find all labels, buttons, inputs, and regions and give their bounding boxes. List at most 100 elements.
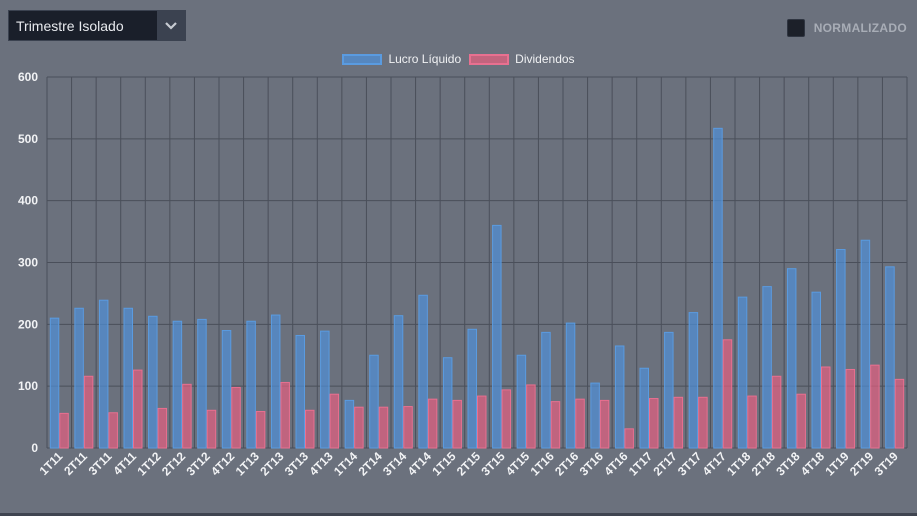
x-tick-label: 1T17: [626, 449, 655, 478]
bar-dividendos: [698, 396, 708, 449]
chevron-down-icon[interactable]: [157, 11, 185, 40]
bar-dividendos: [575, 398, 585, 449]
bar-lucro-liquido: [393, 315, 404, 449]
bar-dividendos: [182, 383, 192, 449]
y-tick-label: 600: [18, 70, 38, 84]
legend-swatch-dividendos: [469, 53, 510, 65]
bar-lucro-liquido: [762, 286, 772, 449]
y-tick-label: 200: [18, 317, 38, 331]
bar-dividendos: [206, 409, 217, 449]
x-tick-label: 3T11: [86, 449, 115, 478]
x-tick-label: 2T16: [552, 449, 581, 478]
bar-dividendos: [231, 386, 241, 449]
x-tick-label: 3T17: [675, 449, 704, 478]
normalize-label: NORMALIZADO: [813, 21, 907, 35]
bar-dividendos: [477, 395, 487, 449]
x-tick-label: 2T12: [159, 449, 188, 478]
bar-lucro-liquido: [713, 127, 723, 449]
x-tick-label: 4T13: [306, 449, 335, 478]
normalize-toggle[interactable]: NORMALIZADO: [786, 19, 907, 37]
x-tick-label: 2T19: [847, 449, 876, 478]
x-tick-label: 1T13: [233, 449, 262, 478]
bar-lucro-liquido: [786, 268, 797, 449]
bar-lucro-liquido: [418, 294, 428, 449]
bar-lucro-liquido: [565, 322, 576, 449]
bar-dividendos: [255, 411, 266, 449]
bar-dividendos: [673, 396, 684, 449]
bar-lucro-liquido: [148, 315, 158, 449]
bar-lucro-liquido: [688, 312, 699, 449]
x-tick-label: 3T15: [478, 449, 507, 478]
bar-dividendos: [501, 389, 512, 449]
x-tick-label: 3T16: [577, 449, 606, 478]
x-tick-label: 2T11: [61, 449, 90, 478]
x-tick-label: 4T15: [503, 449, 532, 478]
bar-lucro-liquido: [123, 307, 133, 449]
x-tick-label: 2T18: [749, 449, 778, 478]
bar-dividendos: [280, 381, 290, 449]
bar-dividendos: [452, 399, 462, 449]
bar-lucro-liquido: [737, 296, 748, 449]
bar-dividendos: [747, 395, 757, 449]
bar-lucro-liquido: [836, 249, 846, 449]
bar-lucro-liquido: [270, 314, 281, 449]
bar-lucro-liquido: [369, 354, 379, 449]
bar-dividendos: [624, 428, 634, 449]
bar-dividendos: [796, 393, 806, 449]
x-tick-label: 1T18: [724, 449, 753, 478]
bar-lucro-liquido: [885, 266, 895, 449]
y-tick-label: 0: [31, 441, 38, 455]
bar-dividendos: [108, 412, 118, 449]
bar-lucro-liquido: [467, 328, 477, 449]
bar-lucro-liquido: [344, 399, 355, 449]
x-tick-label: 4T18: [798, 449, 827, 478]
x-tick-label: 3T18: [773, 449, 802, 478]
x-tick-label: 1T12: [134, 449, 163, 478]
bar-dividendos: [354, 406, 364, 449]
checkbox-icon[interactable]: [786, 19, 805, 37]
legend-swatch-lucro: [342, 53, 383, 65]
x-tick-label: 3T19: [872, 449, 901, 478]
bar-lucro-liquido: [172, 320, 183, 449]
bar-dividendos: [403, 406, 413, 449]
bar-dividendos: [550, 401, 561, 449]
x-tick-label: 4T14: [405, 449, 434, 478]
x-tick-label: 4T12: [208, 449, 237, 478]
bar-dividendos: [378, 406, 389, 449]
bar-lucro-liquido: [49, 317, 60, 449]
bar-lucro-liquido: [590, 382, 600, 449]
bar-dividendos: [83, 375, 94, 449]
bar-dividendos: [771, 375, 782, 449]
y-tick-label: 500: [18, 132, 38, 146]
bar-dividendos: [845, 368, 856, 449]
legend-item-dividendos[interactable]: Dividendos: [469, 52, 575, 66]
bar-lucro-liquido: [639, 367, 649, 449]
bar-lucro-liquido: [860, 239, 871, 449]
y-tick-label: 100: [18, 379, 38, 393]
bar-lucro-liquido: [664, 331, 674, 449]
bar-lucro-liquido: [295, 334, 305, 449]
x-tick-label: 2T14: [356, 449, 385, 478]
legend-label-lucro: Lucro Líquido: [388, 52, 462, 66]
bar-lucro-liquido: [197, 318, 207, 449]
y-tick-label: 300: [18, 256, 38, 270]
x-tick-label: 1T11: [37, 449, 66, 478]
x-tick-label: 3T12: [184, 449, 213, 478]
x-tick-label: 4T17: [700, 449, 729, 478]
legend-item-lucro[interactable]: Lucro Líquido: [342, 52, 461, 66]
bar-lucro-liquido: [811, 291, 821, 449]
bar-dividendos: [526, 384, 536, 449]
x-tick-label: 3T14: [380, 449, 409, 478]
x-tick-label: 2T13: [257, 449, 286, 478]
bar-dividendos: [305, 409, 315, 449]
bar-dividendos: [427, 398, 438, 449]
x-tick-label: 1T15: [429, 449, 458, 478]
bar-dividendos: [599, 399, 610, 449]
period-select[interactable]: Trimestre Isolado: [8, 10, 186, 41]
x-tick-label: 1T14: [331, 449, 360, 478]
bar-dividendos: [870, 364, 880, 449]
x-tick-label: 4T16: [601, 449, 630, 478]
bar-lucro-liquido: [98, 299, 109, 449]
bar-lucro-liquido: [246, 320, 256, 449]
